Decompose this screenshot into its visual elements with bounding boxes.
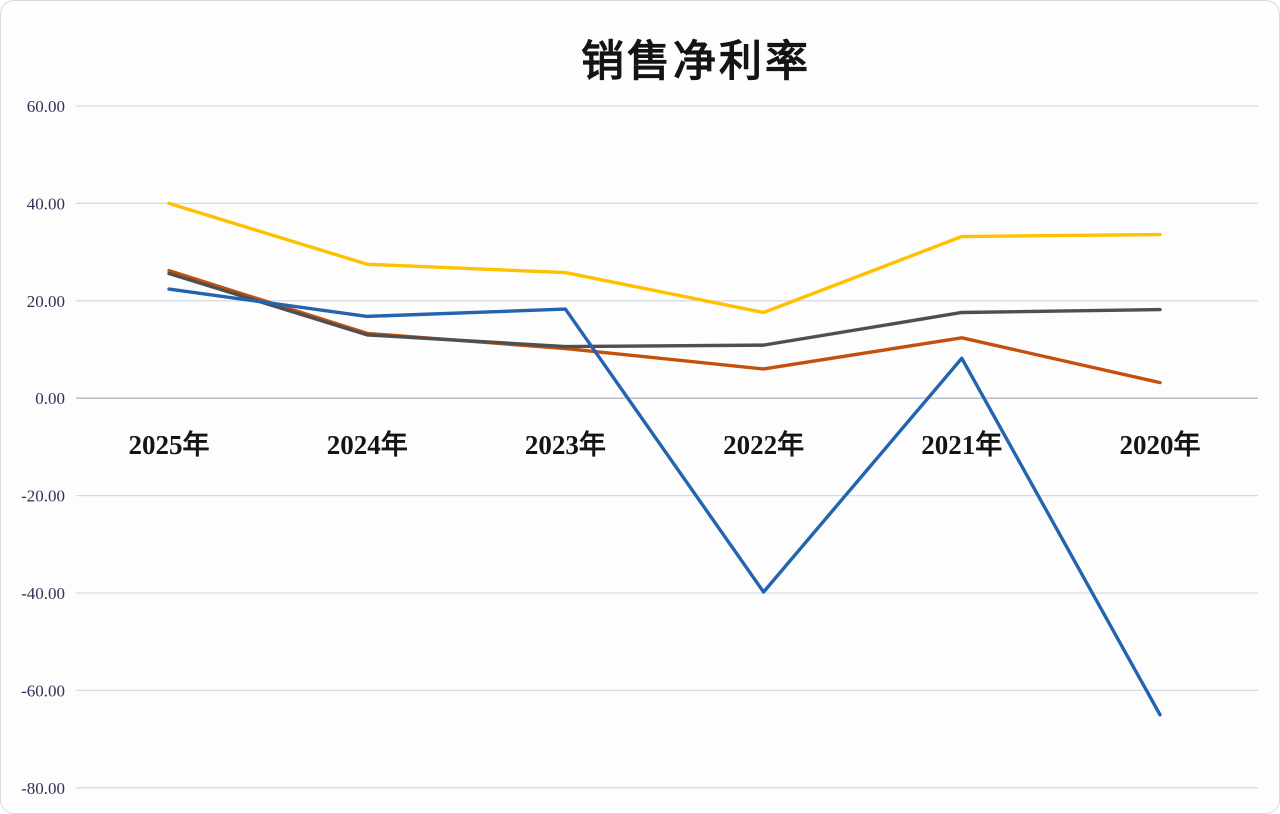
x-axis-category-label: 2020年 xyxy=(1120,429,1201,460)
y-axis-tick-label: -80.00 xyxy=(21,779,65,798)
gridlines-group xyxy=(76,105,1258,789)
x-axis-category-label: 2021年 xyxy=(921,429,1002,460)
series-lines-group xyxy=(167,201,1162,717)
series-line-blue xyxy=(167,287,1162,717)
y-axis-tick-label: -40.00 xyxy=(21,584,65,603)
series-line-gold xyxy=(167,201,1162,315)
y-axis-tick-label: -20.00 xyxy=(21,487,65,506)
x-axis-category-label: 2025年 xyxy=(129,429,210,460)
x-axis-category-label: 2022年 xyxy=(723,429,804,460)
x-axis-labels-group: 2025年 2024年 2023年 2022年 2021年 2020年 xyxy=(129,429,1201,460)
y-axis-tick-label: -60.00 xyxy=(21,681,65,700)
series-line-orange xyxy=(167,268,1162,385)
x-axis-category-label: 2023年 xyxy=(525,429,606,460)
series-line-gray xyxy=(167,271,1162,349)
y-axis-tick-label: 40.00 xyxy=(27,194,65,213)
y-axis-labels-group: 60.00 40.00 20.00 0.00 -20.00 -40.00 -60.00 -80… xyxy=(21,97,65,798)
y-axis-tick-label: 20.00 xyxy=(27,292,65,311)
y-axis-tick-label: 0.00 xyxy=(35,389,65,408)
y-axis-tick-label: 60.00 xyxy=(27,97,65,116)
chart-title: 销售净利率 xyxy=(581,39,811,86)
x-axis-category-label: 2024年 xyxy=(327,429,408,460)
